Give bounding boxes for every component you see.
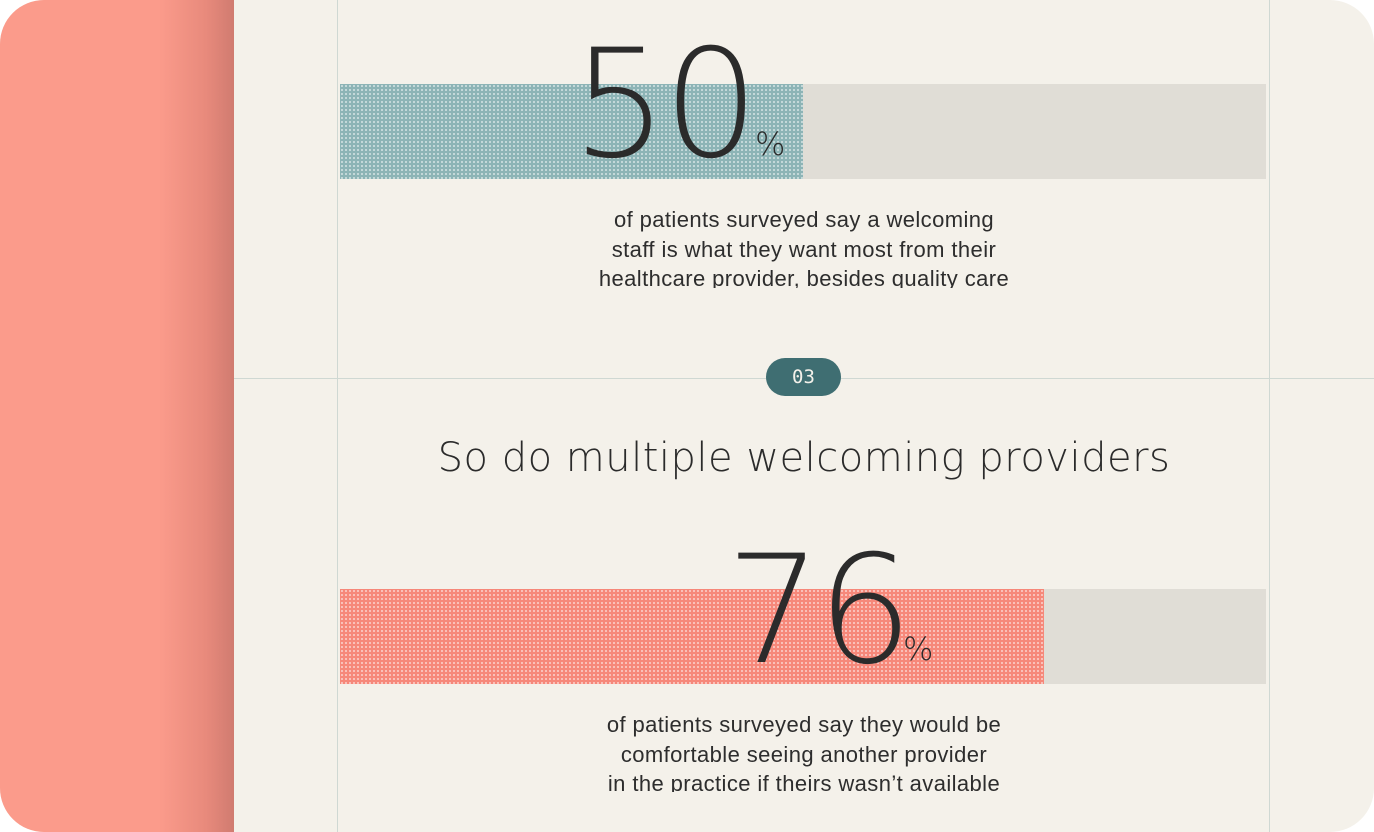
stat-caption-multiple-providers: of patients surveyed say they would be c…: [504, 710, 1104, 792]
stat-bar-fill-multiple-providers: [340, 589, 1044, 684]
stat-unit-multiple-providers: %: [903, 630, 934, 668]
stat-value-welcoming-staff: 50: [572, 18, 759, 192]
grid-guide-left: [337, 0, 338, 832]
stat-bar-track-welcoming-staff: [340, 84, 1266, 179]
stat-caption-welcoming-staff: of patients surveyed say a welcoming sta…: [504, 205, 1104, 288]
caption-line: comfortable seeing another provider: [620, 741, 988, 767]
caption-line: staff is what they want most from their: [611, 236, 997, 262]
section-heading: So do multiple welcoming providers: [437, 435, 1171, 481]
grid-guide-right: [1269, 0, 1270, 832]
accent-side-panel: [0, 0, 234, 832]
caption-line: of patients surveyed say a welcoming: [613, 207, 995, 232]
stat-bar-fill-welcoming-staff: [340, 84, 803, 179]
stat-bar-track-multiple-providers: [340, 589, 1266, 684]
caption-line: healthcare provider, besides quality car…: [598, 266, 1010, 288]
stat-unit-welcoming-staff: %: [755, 125, 786, 163]
stat-value-multiple-providers: 76: [726, 524, 913, 698]
caption-line: of patients surveyed say they would be: [606, 712, 1002, 737]
caption-line: in the practice if theirs wasn’t availab…: [607, 771, 1001, 792]
section-number-badge: 03: [766, 358, 841, 396]
